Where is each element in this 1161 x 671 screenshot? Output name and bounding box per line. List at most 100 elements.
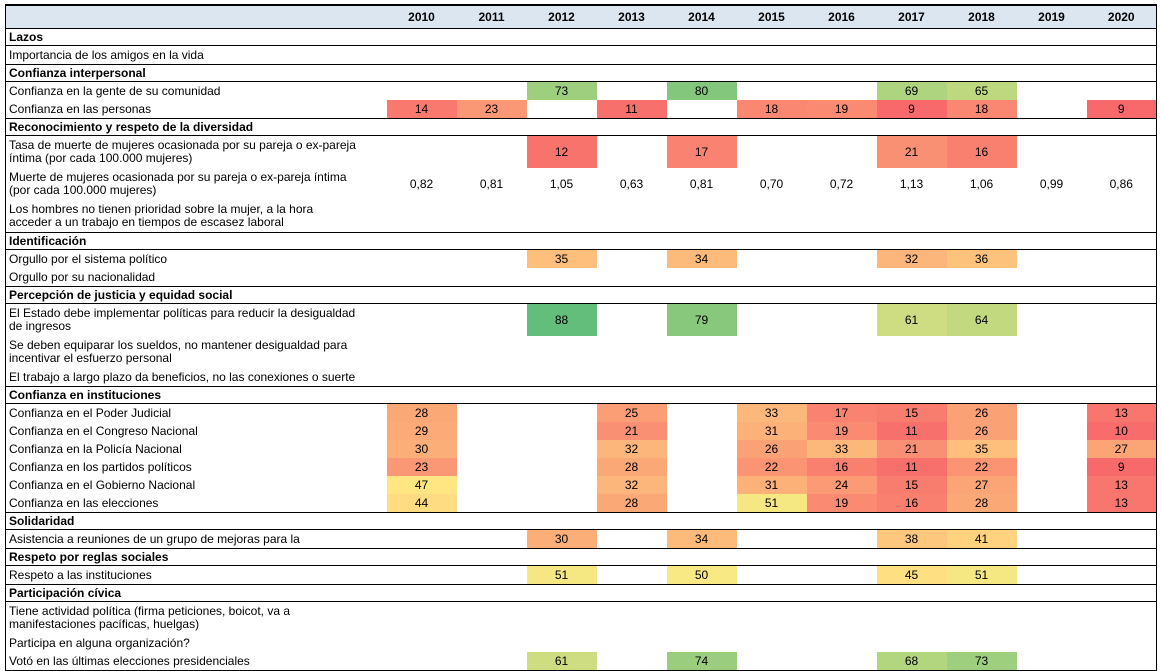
value-cell-2016[interactable] (807, 304, 877, 337)
value-cell-2010[interactable] (387, 304, 457, 337)
value-cell-2010[interactable] (387, 652, 457, 671)
value-cell-2010[interactable]: 47 (386, 476, 457, 494)
value-cell-2016[interactable] (807, 250, 877, 269)
value-cell-2014[interactable]: 80 (666, 81, 737, 100)
value-cell-2020[interactable] (1087, 602, 1157, 635)
value-cell-2018[interactable]: 27 (946, 476, 1017, 494)
value-cell-2014[interactable]: 34 (666, 529, 737, 549)
value-cell-2019[interactable] (1017, 440, 1087, 458)
value-cell-2013[interactable] (597, 200, 667, 233)
value-cell-2012[interactable] (527, 476, 597, 494)
value-cell-2020[interactable] (1087, 250, 1157, 269)
row-label[interactable]: Muerte de mujeres ocasionada por su pare… (9, 170, 347, 197)
value-cell-2010[interactable]: 28 (386, 403, 457, 422)
row-label[interactable]: Los hombres no tienen prioridad sobre la… (9, 202, 314, 229)
value-cell-2020[interactable]: 13 (1086, 476, 1157, 494)
value-cell-2018[interactable] (947, 268, 1017, 287)
value-cell-2017[interactable]: 11 (876, 458, 947, 476)
value-cell-2019[interactable] (1017, 476, 1087, 494)
row-label[interactable]: Confianza en el Congreso Nacional (9, 423, 198, 438)
section-label[interactable]: Respeto por reglas sociales (5, 548, 1157, 566)
row-label[interactable]: El trabajo a largo plazo da beneficios, … (9, 369, 356, 384)
value-cell-2018[interactable] (947, 336, 1017, 368)
value-cell-2015[interactable] (737, 368, 807, 387)
section-label[interactable]: Reconocimiento y respeto de la diversida… (5, 118, 1157, 136)
row-label[interactable]: Confianza en el Gobierno Nacional (9, 477, 196, 492)
value-cell-2012[interactable] (527, 422, 597, 440)
value-cell-2018[interactable] (947, 368, 1017, 387)
value-cell-2016[interactable]: 19 (806, 422, 877, 440)
value-cell-2017[interactable]: 11 (876, 422, 947, 440)
value-cell-2017[interactable] (877, 46, 947, 65)
value-cell-2019[interactable] (1017, 422, 1087, 440)
value-cell-2015[interactable] (737, 566, 807, 585)
value-cell-2017[interactable]: 15 (876, 476, 947, 494)
row-label[interactable]: Respeto a las instituciones (9, 567, 152, 582)
value-cell-2012[interactable]: 12 (526, 135, 597, 168)
value-cell-2014[interactable]: 34 (666, 249, 737, 268)
value-cell-2020[interactable]: 13 (1086, 494, 1157, 513)
value-cell-2013[interactable] (597, 268, 667, 287)
value-cell-2012[interactable]: 30 (526, 529, 597, 549)
section-label[interactable]: Participación cívica (5, 584, 1157, 602)
value-cell-2012[interactable]: 88 (526, 303, 597, 336)
value-cell-2013[interactable]: 32 (596, 476, 667, 494)
value-cell-2010[interactable] (387, 634, 457, 652)
value-cell-2014[interactable] (667, 368, 737, 387)
value-cell-2018[interactable]: 22 (946, 458, 1017, 476)
value-cell-2014[interactable] (667, 634, 737, 652)
value-cell-2012[interactable] (527, 46, 597, 65)
value-cell-2010[interactable] (387, 250, 457, 269)
value-cell-2012[interactable] (527, 268, 597, 287)
value-cell-2014[interactable] (667, 404, 737, 423)
value-cell-2015[interactable] (737, 82, 807, 101)
value-cell-2012[interactable] (527, 368, 597, 387)
value-cell-2012[interactable] (527, 336, 597, 368)
value-cell-2020[interactable] (1087, 82, 1157, 101)
value-cell-2011[interactable]: 0,81 (479, 176, 504, 191)
value-cell-2019[interactable] (1017, 250, 1087, 269)
value-cell-2018[interactable]: 73 (946, 652, 1017, 671)
value-cell-2017[interactable]: 45 (876, 565, 947, 585)
value-cell-2016[interactable] (807, 268, 877, 287)
value-cell-2016[interactable]: 33 (806, 440, 877, 458)
value-cell-2017[interactable]: 38 (876, 529, 947, 549)
value-cell-2018[interactable]: 28 (946, 494, 1017, 513)
value-cell-2011[interactable] (457, 652, 527, 671)
value-cell-2013[interactable]: 25 (596, 403, 667, 422)
year-header-2013[interactable]: 2013 (596, 5, 667, 29)
value-cell-2017[interactable] (877, 368, 947, 387)
value-cell-2020[interactable] (1087, 304, 1157, 337)
value-cell-2019[interactable] (1017, 566, 1087, 585)
value-cell-2013[interactable] (597, 652, 667, 671)
value-cell-2016[interactable] (807, 566, 877, 585)
value-cell-2020[interactable] (1087, 336, 1157, 368)
value-cell-2015[interactable]: 31 (736, 422, 807, 440)
row-label[interactable]: Votó en las últimas elecciones presidenc… (9, 653, 250, 668)
value-cell-2011[interactable] (457, 476, 527, 494)
value-cell-2019[interactable] (1017, 336, 1087, 368)
value-cell-2010[interactable] (387, 136, 457, 169)
value-cell-2016[interactable] (807, 336, 877, 368)
value-cell-2011[interactable] (457, 404, 527, 423)
value-cell-2012[interactable] (527, 634, 597, 652)
corner-cell[interactable] (5, 5, 387, 29)
value-cell-2017[interactable]: 32 (876, 249, 947, 268)
value-cell-2018[interactable] (947, 634, 1017, 652)
value-cell-2014[interactable]: 50 (666, 565, 737, 585)
value-cell-2019[interactable] (1017, 82, 1087, 101)
value-cell-2013[interactable] (597, 634, 667, 652)
value-cell-2012[interactable]: 35 (526, 249, 597, 268)
year-header-2016[interactable]: 2016 (806, 5, 877, 29)
value-cell-2017[interactable] (877, 602, 947, 635)
value-cell-2019[interactable] (1017, 404, 1087, 423)
value-cell-2015[interactable]: 51 (736, 494, 807, 513)
value-cell-2010[interactable] (387, 268, 457, 287)
value-cell-2014[interactable] (667, 100, 737, 119)
value-cell-2016[interactable] (807, 368, 877, 387)
value-cell-2018[interactable]: 64 (946, 303, 1017, 336)
value-cell-2014[interactable] (667, 422, 737, 440)
value-cell-2010[interactable]: 14 (386, 100, 457, 119)
value-cell-2019[interactable] (1017, 268, 1087, 287)
value-cell-2010[interactable] (387, 82, 457, 101)
